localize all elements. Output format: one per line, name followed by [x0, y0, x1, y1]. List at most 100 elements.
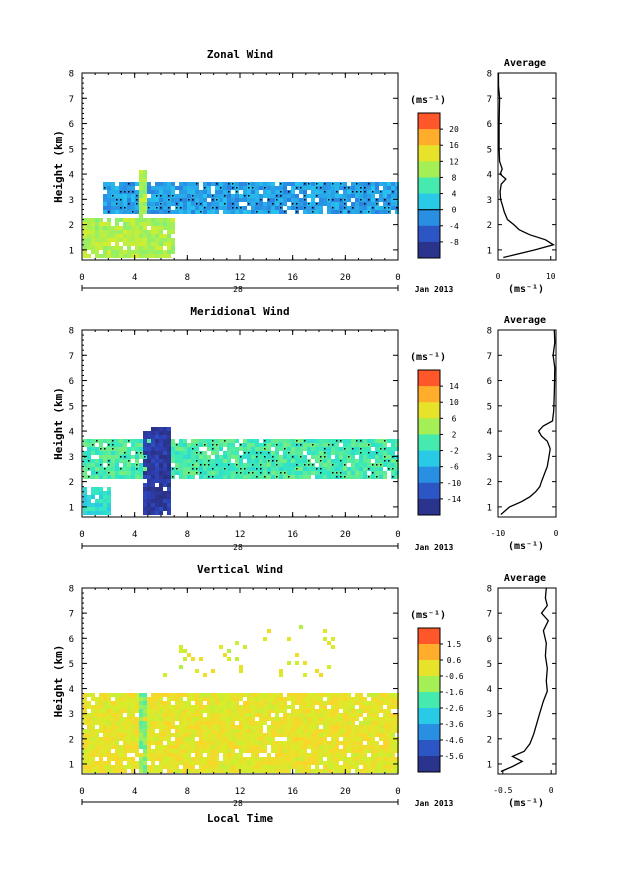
heatmap-cell — [379, 729, 383, 733]
heatmap-cell — [195, 693, 199, 697]
heatmap-cell — [259, 737, 263, 741]
heatmap-cell — [207, 210, 211, 214]
heatmap-cell — [147, 242, 151, 246]
heatmap-cell — [155, 503, 159, 507]
average-xlabel-0: (ms⁻¹) — [508, 284, 544, 295]
heatmap-cell — [359, 471, 363, 475]
heatmap-cell — [131, 737, 135, 741]
heatmap-cell — [163, 745, 167, 749]
heatmap-cell — [143, 198, 147, 202]
heatmap-cell — [215, 467, 219, 471]
heatmap-cell — [119, 761, 123, 765]
heatmap-cell — [395, 705, 399, 709]
heatmap-cell — [211, 705, 215, 709]
heatmap-cell — [247, 475, 251, 479]
heatmap-cell — [127, 761, 131, 765]
heatmap-cell — [207, 757, 211, 761]
heatmap-cell — [139, 717, 143, 721]
heatmap-cell — [335, 765, 339, 769]
contour-dot — [264, 187, 266, 189]
heatmap-cell — [227, 459, 231, 463]
heatmap-cell — [87, 463, 91, 467]
colorbar-label: (ms⁻¹) — [410, 352, 446, 363]
avg-y-tick-label: 8 — [487, 585, 492, 595]
contour-dot — [352, 191, 354, 193]
heatmap-cell — [211, 182, 215, 186]
heatmap-cell — [159, 757, 163, 761]
heatmap-cell — [167, 745, 171, 749]
contour-dot — [248, 472, 250, 474]
heatmap-cell — [143, 475, 147, 479]
heatmap-cell — [283, 765, 287, 769]
heatmap-cell — [167, 507, 171, 511]
heatmap-cell — [131, 761, 135, 765]
contour-dot — [168, 211, 170, 213]
heatmap-cell — [223, 190, 227, 194]
contour-dot — [108, 464, 110, 466]
contour-dot — [260, 464, 262, 466]
heatmap-cell — [135, 246, 139, 250]
heatmap-cell — [151, 198, 155, 202]
heatmap-cell — [171, 725, 175, 729]
heatmap-cell — [103, 230, 107, 234]
heatmap-cell — [143, 491, 147, 495]
heatmap-cell — [395, 769, 399, 773]
contour-dot — [248, 183, 250, 185]
heatmap-cell — [247, 693, 251, 697]
heatmap-cell — [127, 250, 131, 254]
avg-y-tick-label: 2 — [487, 735, 492, 745]
heatmap-cell — [375, 206, 379, 210]
contour-dot — [128, 191, 130, 193]
heatmap-cell — [91, 757, 95, 761]
heatmap-cell — [331, 709, 335, 713]
heatmap-cell — [303, 443, 307, 447]
heatmap-cell — [95, 765, 99, 769]
contour-dot — [336, 440, 338, 442]
heatmap-cell — [87, 222, 91, 226]
heatmap-cell — [323, 749, 327, 753]
heatmap-cell — [147, 190, 151, 194]
contour-dot — [256, 468, 258, 470]
heatmap-cell — [159, 234, 163, 238]
heatmap-cell — [231, 194, 235, 198]
heatmap-cell — [95, 487, 99, 491]
heatmap-cell — [171, 230, 175, 234]
heatmap-cell — [223, 186, 227, 190]
heatmap-cell — [263, 467, 267, 471]
heatmap-cell — [351, 749, 355, 753]
heatmap-cell — [327, 709, 331, 713]
heatmap-cell — [139, 218, 143, 222]
heatmap-cell — [135, 238, 139, 242]
heatmap-cell — [123, 182, 127, 186]
heatmap-cell — [171, 218, 175, 222]
heatmap-cell — [151, 749, 155, 753]
heatmap-cell — [271, 745, 275, 749]
contour-dot — [276, 195, 278, 197]
heatmap-cell — [183, 451, 187, 455]
heatmap-cell — [347, 761, 351, 765]
heatmap-cell — [291, 725, 295, 729]
heatmap-cell — [123, 439, 127, 443]
heatmap-cell — [311, 721, 315, 725]
contour-dot — [384, 199, 386, 201]
heatmap-cell — [91, 447, 95, 451]
heatmap-cell — [383, 765, 387, 769]
heatmap-cell — [107, 455, 111, 459]
heatmap-cell — [115, 729, 119, 733]
heatmap-cell — [251, 725, 255, 729]
colorbar-swatch — [418, 708, 440, 725]
heatmap-cell — [295, 459, 299, 463]
heatmap-cell — [363, 761, 367, 765]
heatmap-cell — [299, 182, 303, 186]
heatmap-cell — [187, 721, 191, 725]
contour-dot — [280, 207, 282, 209]
heatmap-cell — [83, 495, 87, 499]
heatmap-cell — [207, 202, 211, 206]
heatmap-cell — [363, 443, 367, 447]
avg-x-tick-label: -0.5 — [493, 786, 512, 795]
heatmap-cell — [275, 753, 279, 757]
heatmap-cell — [335, 194, 339, 198]
heatmap-cell — [287, 182, 291, 186]
heatmap-cell — [195, 194, 199, 198]
contour-dot — [308, 203, 310, 205]
